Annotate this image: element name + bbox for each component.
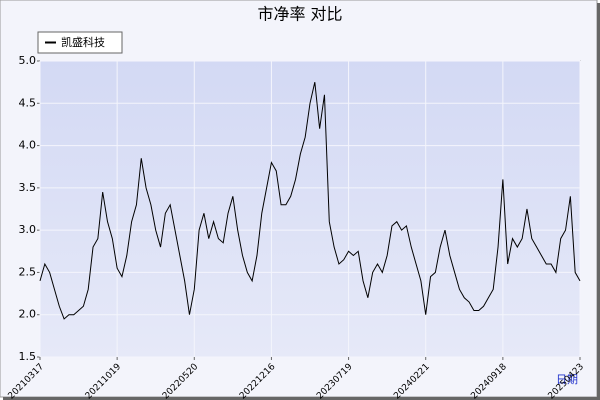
x-axis-label: 日期 xyxy=(556,373,578,386)
y-tick-label: 5.0 xyxy=(19,54,37,67)
y-tick-label: 3.0 xyxy=(19,223,37,236)
y-tick-label: 2.5 xyxy=(19,265,37,278)
y-tick-label: 4.5 xyxy=(19,96,37,109)
data-line xyxy=(39,82,581,320)
plot-area xyxy=(39,60,581,358)
y-tick-label: 3.5 xyxy=(19,181,37,194)
y-tick-label: 1.5 xyxy=(19,350,37,363)
shadow xyxy=(3,397,600,400)
shadow xyxy=(597,3,600,400)
legend xyxy=(37,31,123,54)
y-tick-label: 4.0 xyxy=(19,139,37,152)
chart-title: 市净率 对比 xyxy=(257,5,342,24)
legend-label: 凯盛科技 xyxy=(61,35,105,49)
y-tick-label: 2.0 xyxy=(19,308,37,321)
